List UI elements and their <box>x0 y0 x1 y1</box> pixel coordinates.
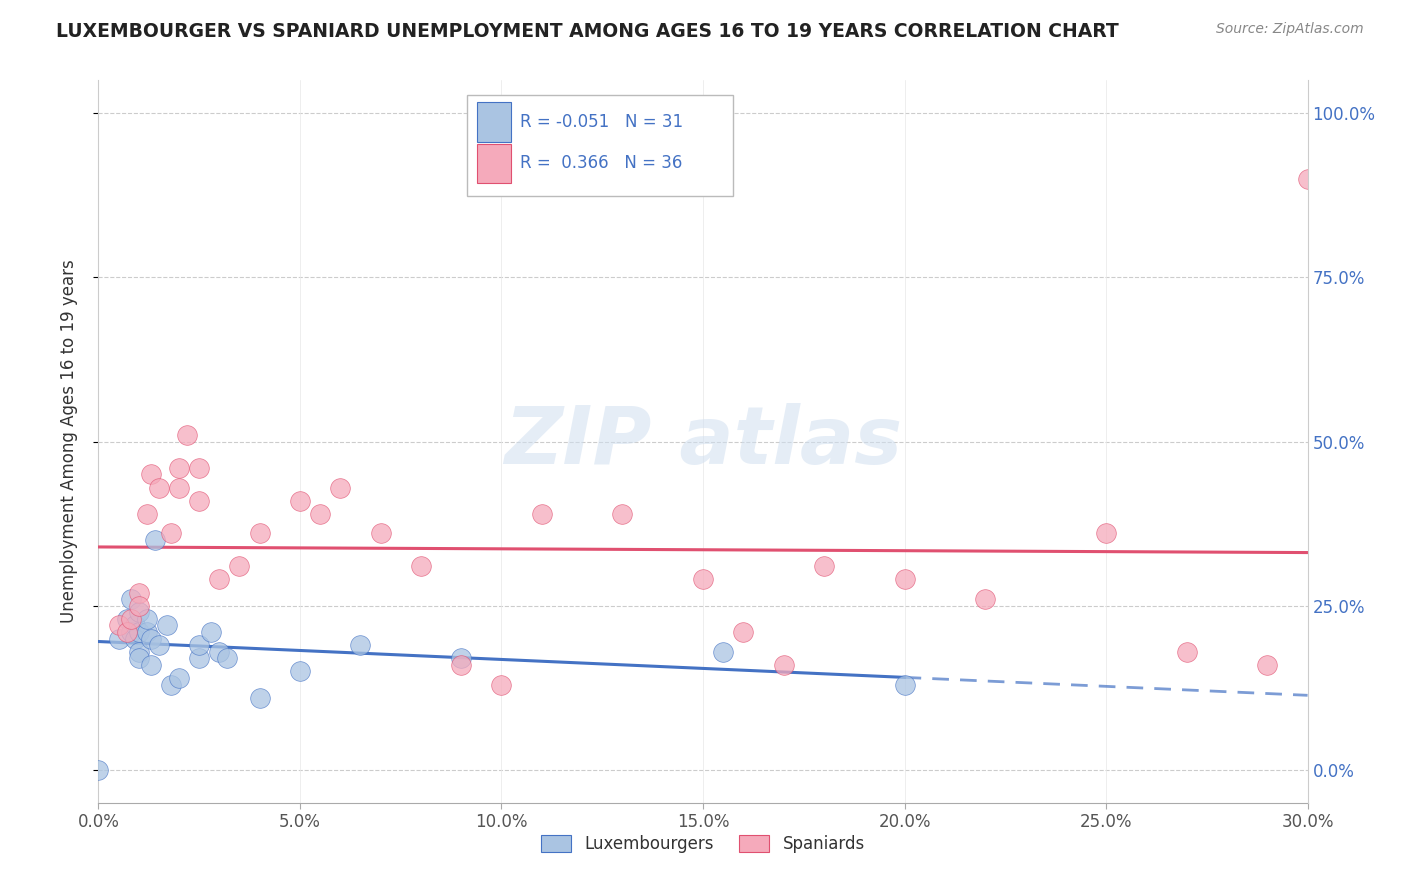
Point <box>208 573 231 587</box>
Point <box>249 690 271 705</box>
Point <box>115 612 138 626</box>
Point <box>176 428 198 442</box>
Point <box>450 657 472 672</box>
Point <box>530 507 553 521</box>
Point <box>288 665 311 679</box>
Point <box>128 625 150 640</box>
FancyBboxPatch shape <box>467 95 734 196</box>
Point <box>148 638 170 652</box>
Point <box>148 481 170 495</box>
Point <box>156 618 179 632</box>
Point <box>107 618 129 632</box>
Point <box>349 638 371 652</box>
Point <box>139 632 162 646</box>
Point <box>217 651 239 665</box>
Point <box>288 493 311 508</box>
Point <box>249 526 271 541</box>
Point <box>124 618 146 632</box>
Point <box>128 651 150 665</box>
Point <box>813 559 835 574</box>
Point <box>1296 171 1319 186</box>
Point <box>128 599 150 613</box>
Text: R =  0.366   N = 36: R = 0.366 N = 36 <box>520 154 683 172</box>
Point <box>772 657 794 672</box>
Point <box>188 651 211 665</box>
Point <box>115 625 138 640</box>
Bar <box>477 144 510 183</box>
Point <box>612 507 634 521</box>
Point <box>188 493 211 508</box>
Point <box>1175 645 1198 659</box>
Point <box>1256 657 1278 672</box>
Point <box>120 612 142 626</box>
Point <box>711 645 734 659</box>
Point <box>893 677 915 691</box>
Point <box>120 592 142 607</box>
Point <box>143 533 166 547</box>
Point <box>160 526 183 541</box>
Point <box>139 467 162 482</box>
Point <box>1095 526 1118 541</box>
Point <box>128 585 150 599</box>
Point <box>160 677 183 691</box>
Point <box>139 657 162 672</box>
Text: LUXEMBOURGER VS SPANIARD UNEMPLOYMENT AMONG AGES 16 TO 19 YEARS CORRELATION CHAR: LUXEMBOURGER VS SPANIARD UNEMPLOYMENT AM… <box>56 22 1119 41</box>
Legend: Luxembourgers, Spaniards: Luxembourgers, Spaniards <box>534 828 872 860</box>
Point <box>208 645 231 659</box>
Text: ZIP atlas: ZIP atlas <box>503 402 903 481</box>
Point <box>893 573 915 587</box>
Text: Source: ZipAtlas.com: Source: ZipAtlas.com <box>1216 22 1364 37</box>
Point <box>167 481 190 495</box>
Point <box>128 605 150 619</box>
Point <box>128 645 150 659</box>
Point <box>228 559 250 574</box>
Point <box>491 677 513 691</box>
Point <box>692 573 714 587</box>
Point <box>450 651 472 665</box>
Y-axis label: Unemployment Among Ages 16 to 19 years: Unemployment Among Ages 16 to 19 years <box>59 260 77 624</box>
Point <box>87 763 110 777</box>
Point <box>124 632 146 646</box>
Point <box>309 507 332 521</box>
Point <box>107 632 129 646</box>
Point <box>409 559 432 574</box>
Point <box>974 592 997 607</box>
Bar <box>477 103 510 142</box>
Point <box>200 625 222 640</box>
Text: R = -0.051   N = 31: R = -0.051 N = 31 <box>520 113 683 131</box>
Point <box>188 460 211 475</box>
Point <box>370 526 392 541</box>
Point <box>167 671 190 685</box>
Point <box>167 460 190 475</box>
Point <box>329 481 352 495</box>
Point <box>120 625 142 640</box>
Point <box>135 625 157 640</box>
Point <box>733 625 755 640</box>
Point <box>188 638 211 652</box>
Point <box>135 612 157 626</box>
Point <box>135 507 157 521</box>
